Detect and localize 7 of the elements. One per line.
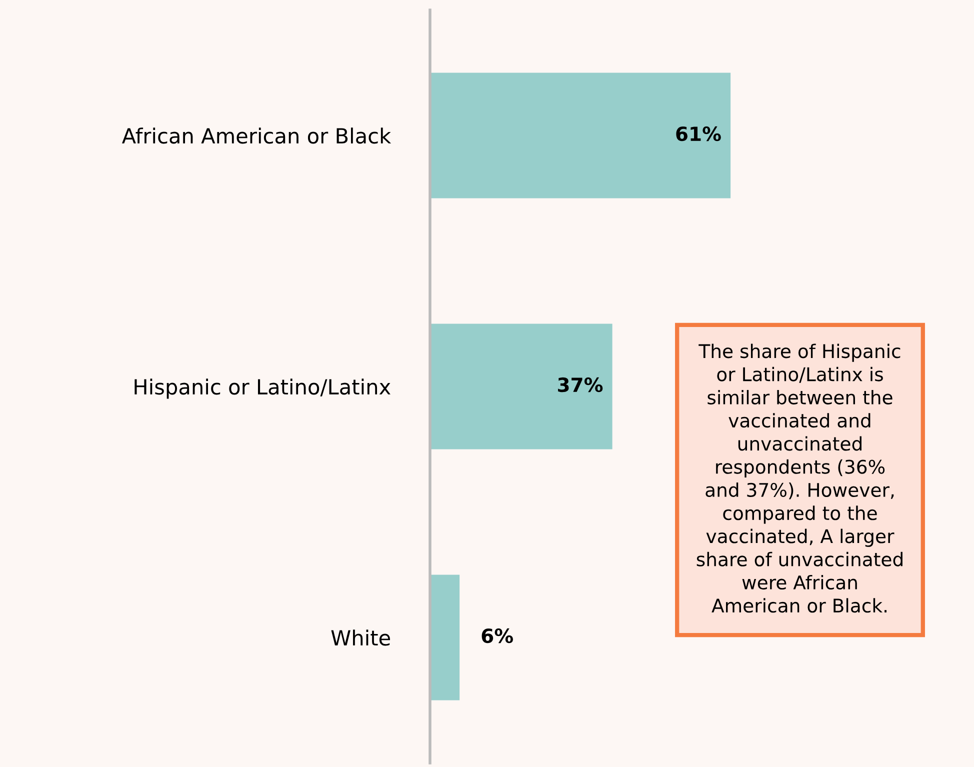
data-label: 37% bbox=[558, 377, 603, 392]
data-label: 6% bbox=[482, 628, 513, 644]
y-tick-label: White bbox=[331, 630, 390, 646]
text: The share of Hispanic or Latino/Latinx is similar between the vaccinated and unvaccinated respondents (36% and 37%). However, compared to the vaccinated, A larger share of unvaccinated were African American or Black. bbox=[696, 344, 902, 613]
data-label: 61% bbox=[676, 126, 721, 142]
y-tick-label: Hispanic or Latino/Latinx bbox=[134, 378, 390, 399]
y-tick-label: African American or Black bbox=[122, 128, 392, 144]
